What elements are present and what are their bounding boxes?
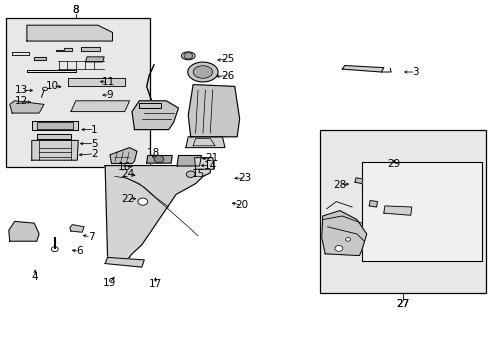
Circle shape [154, 156, 163, 163]
Circle shape [51, 247, 58, 252]
Polygon shape [70, 225, 84, 232]
Circle shape [186, 171, 195, 177]
Circle shape [138, 198, 147, 205]
Text: 15: 15 [191, 169, 204, 179]
Text: 14: 14 [203, 161, 217, 171]
Circle shape [345, 238, 350, 241]
Polygon shape [146, 156, 172, 163]
Polygon shape [383, 206, 411, 215]
Text: 23: 23 [237, 173, 251, 183]
Circle shape [183, 53, 192, 59]
Polygon shape [321, 211, 366, 256]
Text: 4: 4 [32, 272, 39, 282]
Polygon shape [132, 101, 178, 130]
Text: 9: 9 [106, 90, 113, 100]
Polygon shape [37, 122, 73, 129]
Text: 22: 22 [121, 194, 135, 204]
Text: 20: 20 [235, 200, 248, 210]
Text: 8: 8 [72, 5, 79, 15]
Text: 28: 28 [332, 180, 346, 190]
Text: 10: 10 [46, 81, 59, 91]
Polygon shape [110, 148, 137, 163]
Polygon shape [71, 101, 129, 112]
Text: 2: 2 [91, 149, 98, 159]
Polygon shape [34, 57, 46, 60]
Polygon shape [139, 103, 161, 108]
Bar [6, 18, 150, 167]
Text: 8: 8 [72, 5, 79, 15]
Ellipse shape [193, 66, 212, 78]
Polygon shape [81, 47, 100, 51]
Text: 3: 3 [411, 67, 418, 77]
Circle shape [334, 246, 342, 251]
Polygon shape [194, 158, 214, 169]
Text: 5: 5 [91, 139, 98, 149]
Text: 13: 13 [15, 85, 28, 95]
Polygon shape [368, 201, 377, 207]
Text: 25: 25 [221, 54, 235, 64]
Polygon shape [177, 156, 201, 166]
Text: 16: 16 [118, 162, 131, 172]
Text: 27: 27 [395, 299, 409, 309]
Ellipse shape [181, 52, 195, 60]
Polygon shape [56, 48, 72, 51]
Polygon shape [105, 257, 144, 267]
Text: 21: 21 [204, 153, 218, 163]
Polygon shape [32, 140, 78, 160]
Polygon shape [27, 25, 112, 41]
Polygon shape [188, 85, 239, 137]
Polygon shape [10, 101, 44, 113]
Polygon shape [105, 162, 210, 265]
Text: 26: 26 [221, 71, 235, 81]
Bar [320, 130, 485, 293]
Polygon shape [185, 137, 224, 148]
Ellipse shape [187, 62, 218, 82]
Text: 17: 17 [148, 279, 162, 289]
Text: 12: 12 [15, 96, 28, 106]
Text: 7: 7 [87, 232, 94, 242]
Polygon shape [85, 57, 104, 62]
Text: 27: 27 [395, 299, 409, 309]
Text: 6: 6 [76, 246, 83, 256]
Text: 1: 1 [91, 125, 98, 135]
Text: 19: 19 [102, 278, 116, 288]
Bar [361, 162, 481, 261]
Polygon shape [9, 221, 39, 241]
Polygon shape [32, 121, 78, 130]
Text: 29: 29 [386, 159, 400, 169]
Polygon shape [354, 178, 362, 184]
Polygon shape [342, 66, 383, 72]
Polygon shape [37, 134, 71, 139]
Polygon shape [68, 78, 124, 86]
Text: 18: 18 [146, 148, 160, 158]
Text: 24: 24 [121, 168, 135, 179]
Text: 11: 11 [102, 77, 115, 87]
